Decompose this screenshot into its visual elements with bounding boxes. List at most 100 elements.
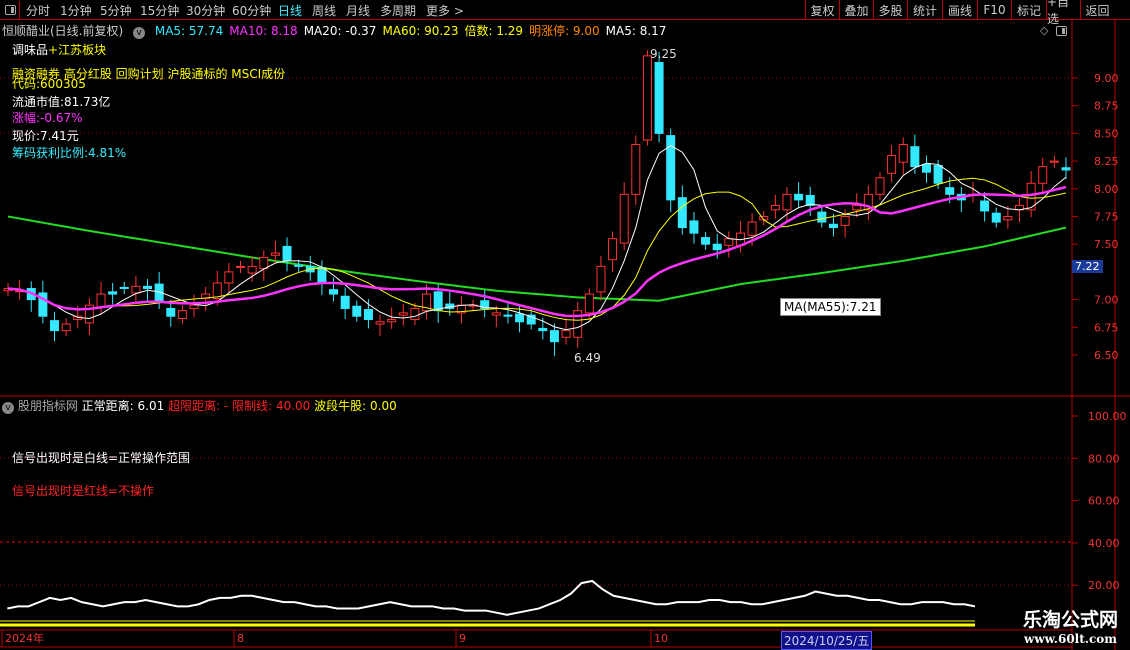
price-tick-label: 8.50 xyxy=(1094,127,1119,140)
candle xyxy=(398,312,408,316)
candle xyxy=(329,289,339,295)
candle xyxy=(573,310,583,338)
candle xyxy=(247,265,257,274)
ma-indicator: MA20: -0.37 xyxy=(303,24,377,38)
price-tick-label: 7.75 xyxy=(1094,211,1119,224)
candle xyxy=(875,177,885,195)
period-tab[interactable]: 周线 xyxy=(312,4,337,18)
candle xyxy=(817,211,827,223)
candle xyxy=(363,309,373,321)
watermark-logo: 乐淘公式网 www.60lt.com xyxy=(1022,609,1118,646)
candle xyxy=(1038,166,1048,184)
candle xyxy=(852,204,862,211)
toolbar-button[interactable]: 统计 xyxy=(907,0,942,20)
candle xyxy=(270,252,280,256)
collapse-icon[interactable]: v xyxy=(133,27,146,39)
collapse-icon[interactable]: v xyxy=(2,402,14,414)
candle xyxy=(177,310,187,319)
indicator-tick-label: 20.00 xyxy=(1088,579,1120,592)
toolbar-button[interactable]: 复权 xyxy=(805,0,839,20)
ma55-line xyxy=(7,215,1067,302)
candle xyxy=(701,237,711,245)
candle xyxy=(410,307,420,321)
toolbar-button[interactable]: 画线 xyxy=(942,0,977,20)
candle xyxy=(491,312,501,316)
candle xyxy=(38,292,48,317)
candle xyxy=(236,265,246,268)
period-tab[interactable]: 更多 > xyxy=(426,4,464,18)
period-tab[interactable]: 1分钟 xyxy=(60,4,92,18)
ma-indicator: 倍数: 1.29 xyxy=(464,24,524,38)
candle xyxy=(515,313,525,323)
candle xyxy=(863,193,873,211)
candle xyxy=(642,55,652,141)
price-label: 现价:7.41元 xyxy=(12,129,79,143)
ma-indicator: MA10: 8.18 xyxy=(229,24,298,38)
candle xyxy=(619,193,629,244)
candle xyxy=(503,314,513,317)
panel-toggle-button[interactable] xyxy=(2,1,20,19)
candle xyxy=(480,300,490,309)
candle xyxy=(340,295,350,309)
time-label: 9 xyxy=(459,632,466,645)
candle xyxy=(96,293,106,308)
candle xyxy=(1003,216,1013,221)
candle xyxy=(677,197,687,229)
sector-label: 调味品+江苏板块 xyxy=(12,43,107,57)
low-annotation: 6.49 xyxy=(574,351,601,365)
current-price-tag: 7.22 xyxy=(1072,260,1103,273)
candle xyxy=(61,323,71,332)
candle xyxy=(724,238,734,246)
code-label: 代码:600305 xyxy=(12,77,86,91)
diamond-icon[interactable]: ◇ xyxy=(1040,24,1049,37)
indicator-line xyxy=(7,579,976,616)
candle xyxy=(933,165,943,184)
candle xyxy=(805,194,815,206)
price-tick-label: 8.75 xyxy=(1094,100,1119,113)
period-tab[interactable]: 15分钟 xyxy=(140,4,180,18)
ma5-line xyxy=(7,145,1067,331)
candle xyxy=(747,221,757,236)
price-tick-label: 8.00 xyxy=(1094,183,1119,196)
candle xyxy=(991,212,1001,223)
period-tab[interactable]: 分时 xyxy=(26,4,51,18)
candle xyxy=(654,61,664,134)
note-white: 信号出现时是白线=正常操作范围 xyxy=(12,451,191,465)
cursor-date: 2024/10/25/五 xyxy=(781,631,873,650)
candle xyxy=(282,245,292,262)
candle xyxy=(561,330,571,338)
candle xyxy=(1049,160,1059,163)
toolbar-button[interactable]: F10 xyxy=(977,0,1011,20)
period-tab[interactable]: 日线 xyxy=(278,4,303,18)
toolbar-button[interactable]: 标记 xyxy=(1011,0,1046,20)
ma-indicator: MA5: 57.74 xyxy=(154,24,224,38)
candle xyxy=(317,266,327,284)
period-tab[interactable]: 60分钟 xyxy=(232,4,272,18)
toolbar-button[interactable]: 返回 xyxy=(1080,0,1114,20)
period-tab[interactable]: 多周期 xyxy=(380,4,417,18)
toolbar-button[interactable]: 多股 xyxy=(873,0,907,20)
ma-indicator: 明涨停: 9.00 xyxy=(529,24,600,38)
period-tab[interactable]: 5分钟 xyxy=(100,4,132,18)
price-tick-label: 9.00 xyxy=(1094,72,1119,85)
period-tab[interactable]: 30分钟 xyxy=(186,4,226,18)
candle xyxy=(608,238,618,261)
candle xyxy=(526,314,536,325)
stock-title: 恒顺醋业(日线.前复权) xyxy=(2,24,124,38)
candle xyxy=(921,163,931,173)
candle xyxy=(898,143,908,163)
toolbar-button[interactable]: 叠加 xyxy=(839,0,873,20)
candle xyxy=(910,146,920,168)
ma-indicator: MA5: 8.17 xyxy=(605,24,667,38)
period-tab[interactable]: 月线 xyxy=(346,4,371,18)
indicator-tick-label: 100.00 xyxy=(1088,410,1127,423)
candle xyxy=(422,293,432,312)
sidebar-toggle-icon xyxy=(5,5,16,15)
candle xyxy=(689,220,699,234)
ma-indicator: MA60: 90.23 xyxy=(382,24,459,38)
chart-header: 恒顺醋业(日线.前复权) v MA5: 57.74 MA10: 8.18 MA20:… xyxy=(2,22,678,39)
panel-toggle-icon[interactable] xyxy=(1056,26,1067,36)
candle xyxy=(1061,167,1071,171)
candle xyxy=(538,327,548,332)
